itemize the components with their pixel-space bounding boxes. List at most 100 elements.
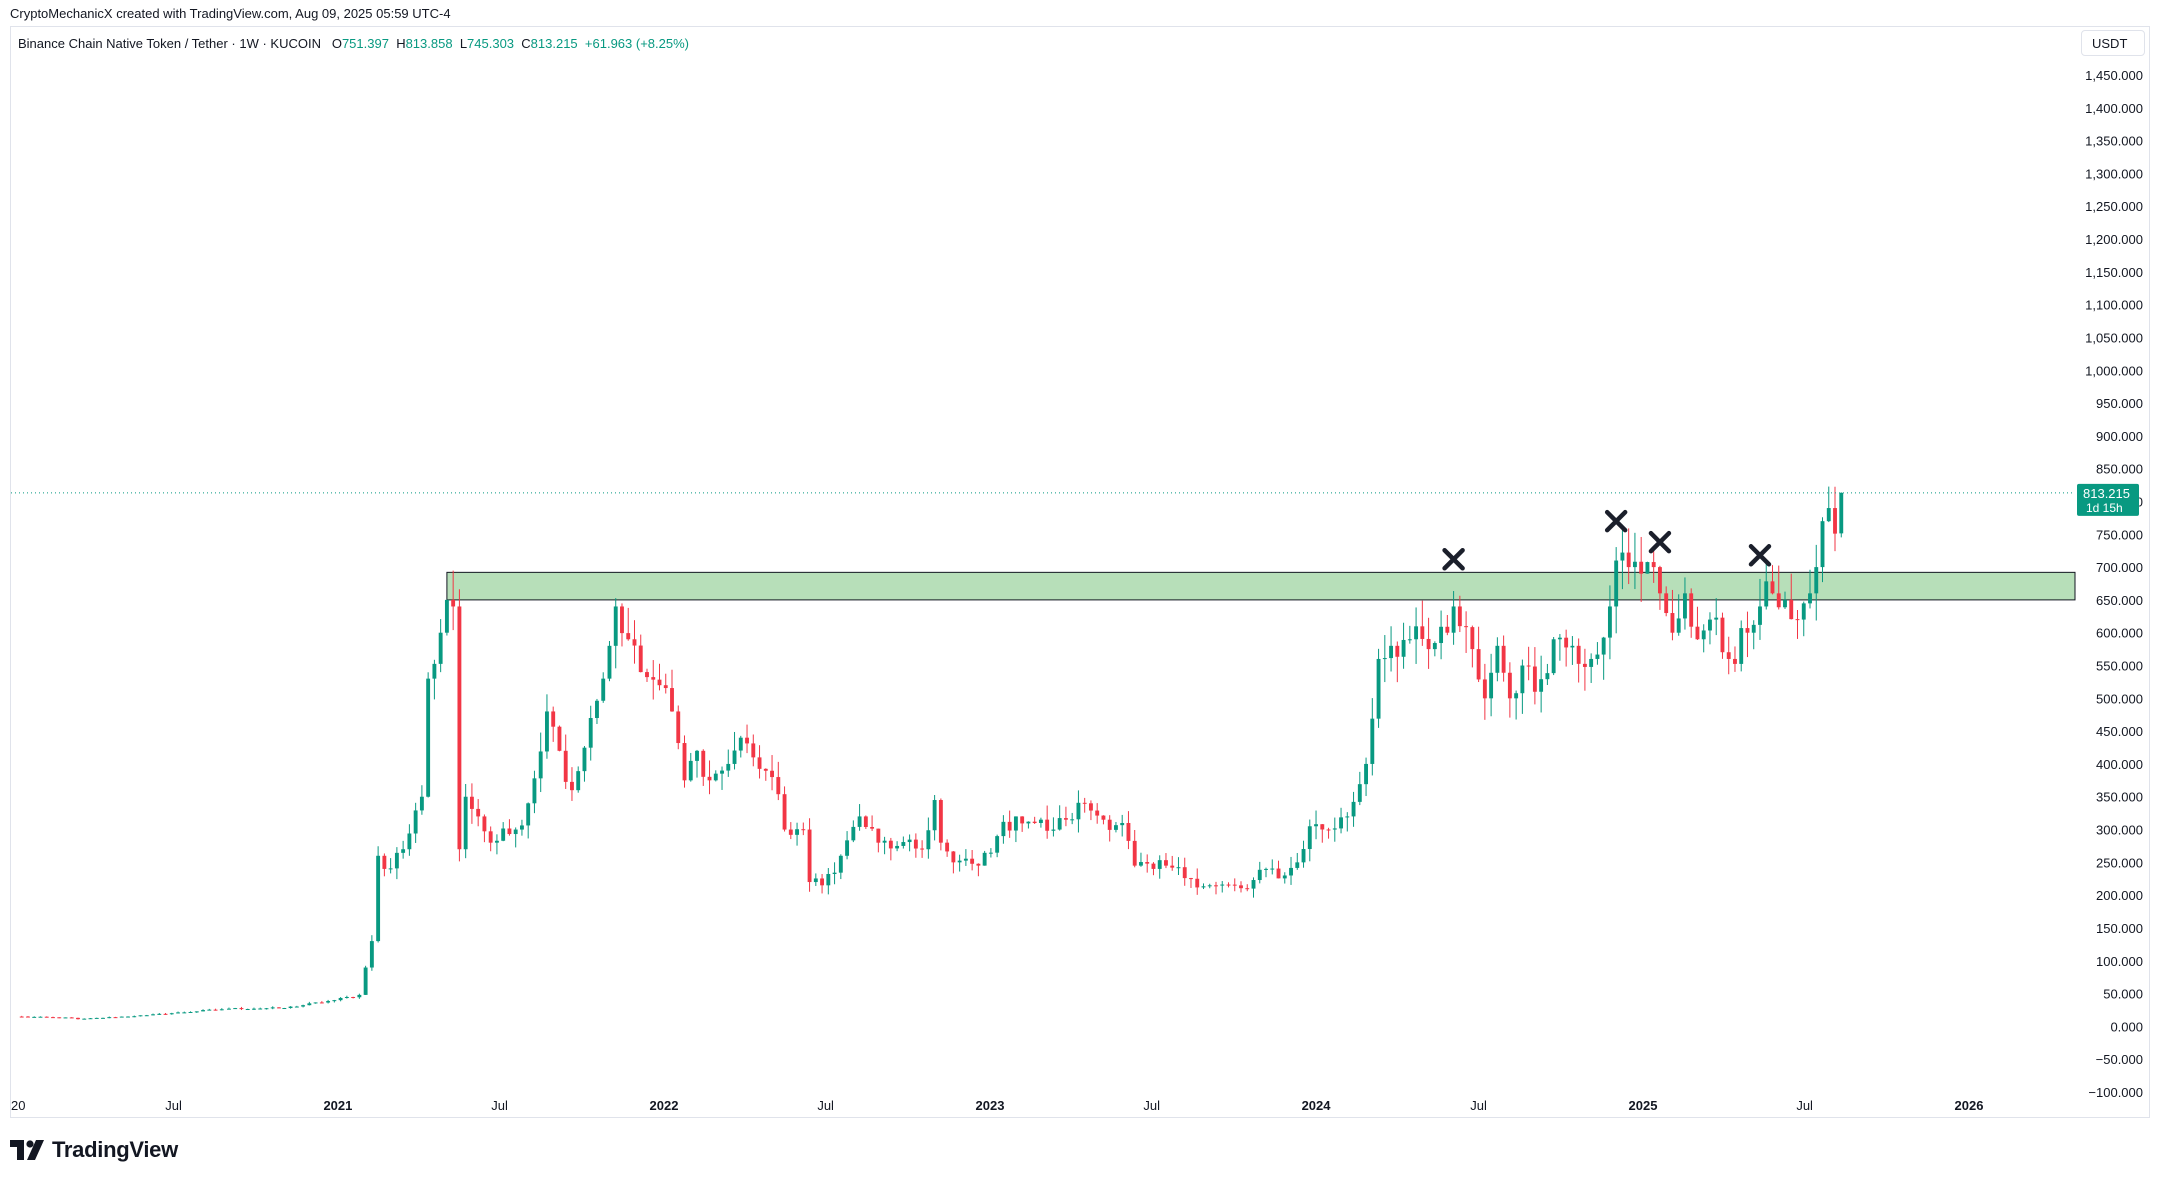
candle[interactable] — [901, 836, 906, 849]
candle[interactable] — [432, 659, 437, 700]
candle[interactable] — [351, 996, 356, 999]
x-marker[interactable] — [1604, 509, 1628, 533]
candle[interactable] — [663, 673, 668, 694]
candle[interactable] — [1657, 565, 1662, 610]
candle[interactable] — [151, 1013, 155, 1016]
candle[interactable] — [801, 822, 806, 836]
candle[interactable] — [732, 731, 737, 770]
candle[interactable] — [1589, 653, 1594, 683]
candle[interactable] — [1395, 641, 1400, 683]
candle[interactable] — [1351, 791, 1356, 827]
candle[interactable] — [1451, 591, 1456, 645]
candle[interactable] — [1482, 663, 1487, 720]
candle[interactable] — [888, 837, 893, 861]
candle[interactable] — [1551, 636, 1556, 676]
candle[interactable] — [926, 817, 931, 859]
candle[interactable] — [344, 995, 349, 999]
candle[interactable] — [126, 1016, 130, 1018]
candle[interactable] — [1445, 614, 1450, 636]
candle[interactable] — [1801, 601, 1806, 637]
candle[interactable] — [701, 749, 706, 786]
candle[interactable] — [1026, 821, 1031, 829]
candle[interactable] — [363, 965, 368, 995]
candle[interactable] — [1226, 882, 1231, 888]
candle[interactable] — [1301, 840, 1306, 868]
candle[interactable] — [264, 1007, 269, 1010]
candle[interactable] — [551, 706, 556, 742]
candle[interactable] — [1783, 591, 1787, 609]
candle[interactable] — [957, 854, 962, 872]
candle[interactable] — [826, 868, 831, 895]
candle[interactable] — [388, 858, 393, 874]
candle[interactable] — [1820, 517, 1825, 583]
candle[interactable] — [32, 1016, 37, 1018]
candle[interactable] — [426, 672, 431, 798]
candle[interactable] — [913, 833, 918, 858]
candle[interactable] — [239, 1006, 244, 1011]
candle[interactable] — [1001, 815, 1006, 844]
candle[interactable] — [469, 783, 474, 824]
candle[interactable] — [357, 993, 362, 999]
candle[interactable] — [563, 734, 568, 789]
candle[interactable] — [76, 1017, 80, 1020]
candle[interactable] — [1020, 816, 1025, 832]
candle[interactable] — [920, 840, 925, 858]
candle[interactable] — [107, 1016, 112, 1019]
candle[interactable] — [338, 997, 343, 1002]
candle[interactable] — [1683, 577, 1687, 630]
candle[interactable] — [1708, 612, 1712, 645]
candle[interactable] — [1307, 819, 1312, 862]
candle[interactable] — [695, 749, 699, 778]
candle[interactable] — [601, 672, 606, 703]
candle[interactable] — [319, 1001, 324, 1004]
candle[interactable] — [63, 1017, 68, 1019]
candle[interactable] — [252, 1007, 256, 1010]
candle[interactable] — [576, 766, 581, 793]
candle[interactable] — [258, 1007, 263, 1010]
candle[interactable] — [720, 766, 724, 790]
candle[interactable] — [670, 669, 674, 712]
candle[interactable] — [1745, 611, 1750, 658]
candle[interactable] — [26, 1016, 30, 1018]
candle[interactable] — [1839, 492, 1844, 538]
candle[interactable] — [907, 834, 912, 852]
candle[interactable] — [607, 640, 612, 682]
candle[interactable] — [1057, 805, 1062, 831]
candle[interactable] — [1639, 536, 1644, 602]
candle[interactable] — [820, 874, 825, 894]
candle[interactable] — [307, 1001, 312, 1006]
candle[interactable] — [632, 620, 637, 664]
candle[interactable] — [763, 768, 768, 781]
candle[interactable] — [1401, 622, 1406, 669]
candle[interactable] — [538, 732, 543, 793]
candle[interactable] — [582, 746, 587, 782]
candle[interactable] — [382, 853, 387, 877]
candle[interactable] — [1151, 862, 1156, 876]
candle[interactable] — [407, 824, 412, 856]
candle[interactable] — [1270, 859, 1275, 875]
candle[interactable] — [376, 846, 381, 943]
candle[interactable] — [657, 663, 662, 691]
candle[interactable] — [782, 786, 787, 832]
candle[interactable] — [807, 818, 812, 892]
candle[interactable] — [488, 826, 493, 852]
candle[interactable] — [1207, 883, 1212, 889]
candle[interactable] — [1164, 853, 1168, 869]
candle[interactable] — [1339, 807, 1343, 834]
candle[interactable] — [88, 1018, 93, 1020]
candle[interactable] — [570, 767, 574, 801]
candle[interactable] — [882, 836, 887, 855]
candle[interactable] — [163, 1012, 168, 1015]
candle[interactable] — [776, 761, 781, 801]
candle[interactable] — [620, 603, 624, 647]
candle[interactable] — [713, 770, 718, 782]
candle[interactable] — [113, 1016, 118, 1019]
candle[interactable] — [1282, 872, 1287, 884]
candle[interactable] — [1432, 641, 1437, 657]
candle[interactable] — [1632, 532, 1637, 590]
candle[interactable] — [1132, 830, 1137, 868]
candle[interactable] — [1176, 857, 1181, 876]
candle[interactable] — [401, 840, 406, 859]
candle[interactable] — [1751, 620, 1756, 650]
candle[interactable] — [419, 785, 424, 815]
